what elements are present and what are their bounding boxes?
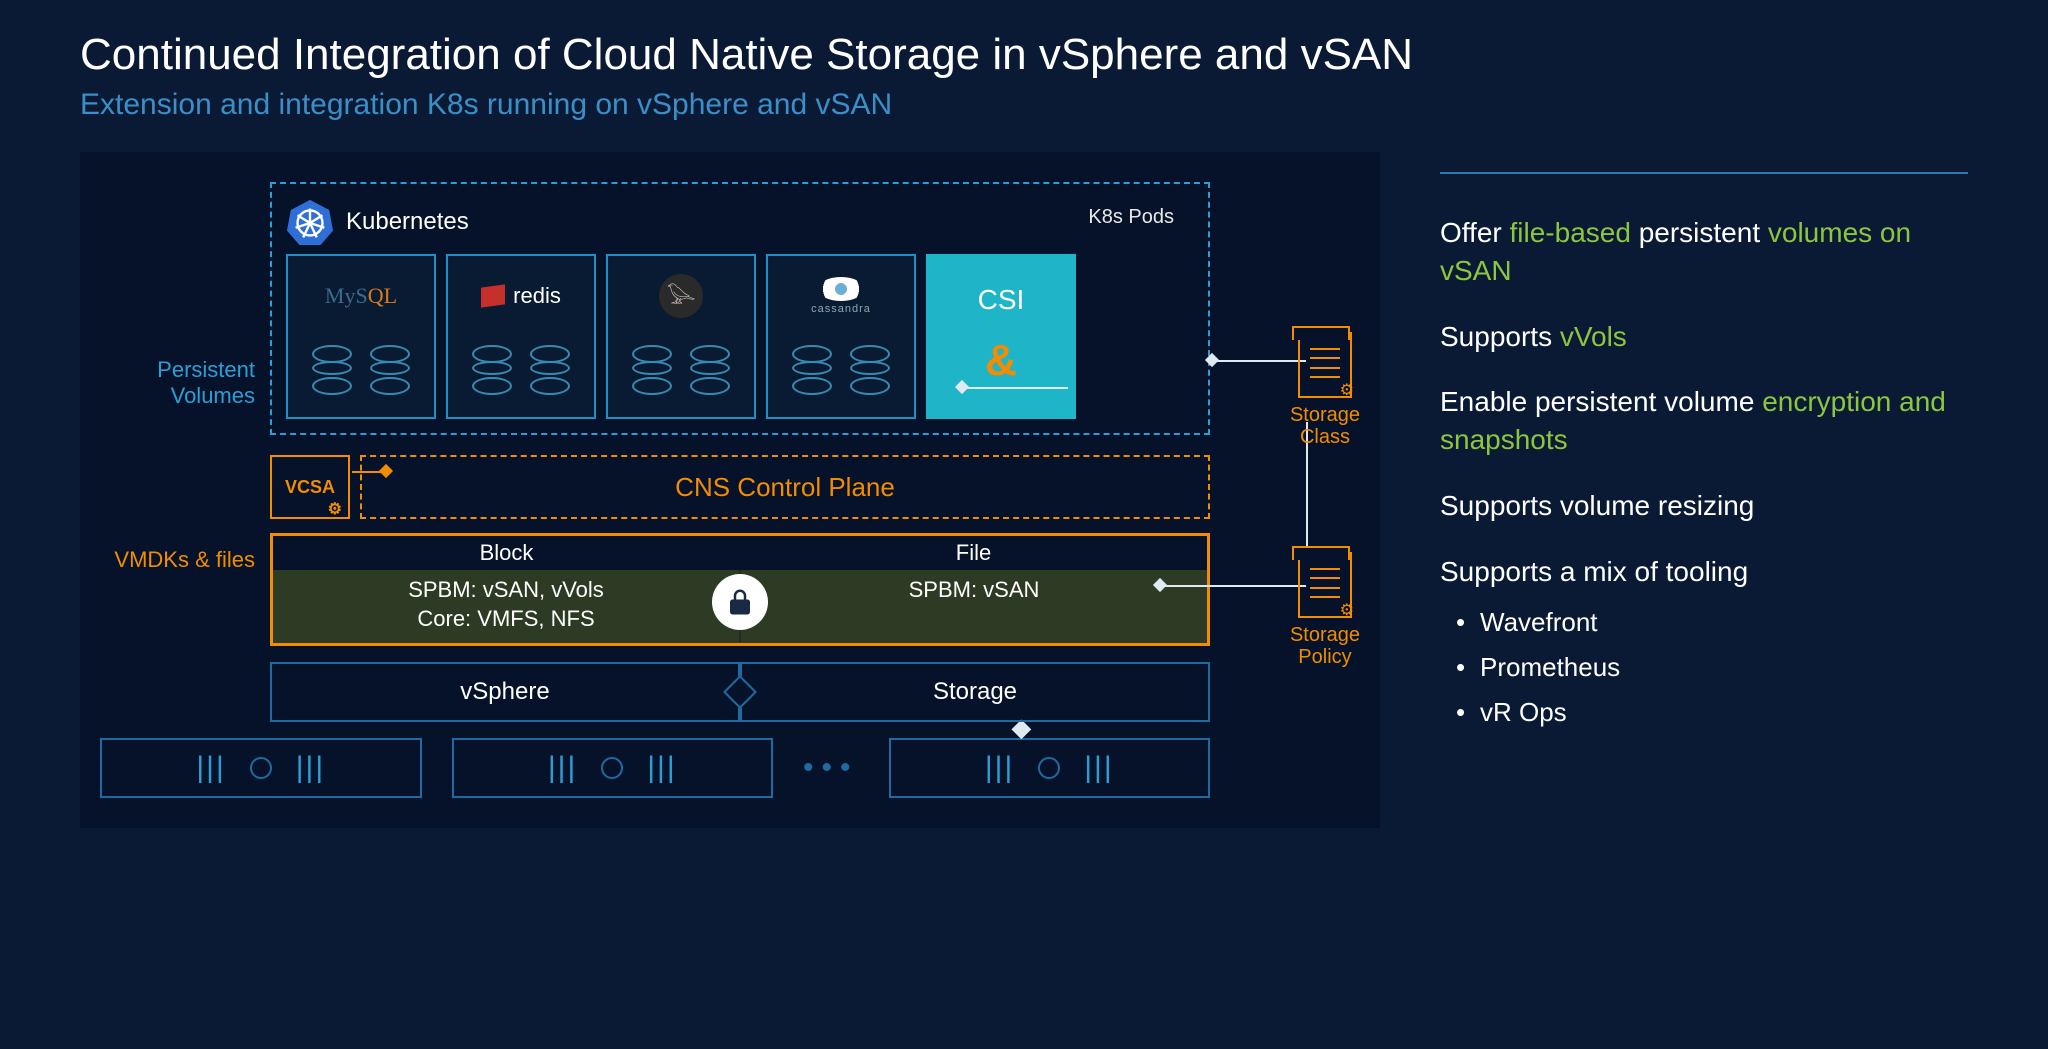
file-header: File — [740, 536, 1207, 570]
block-header: Block — [273, 536, 740, 570]
document-icon: ⚙ — [1298, 332, 1352, 398]
pod-redis: redis — [446, 254, 596, 419]
feature-subitem: Wavefront — [1480, 605, 1968, 640]
csi-amp-icon: & — [985, 336, 1017, 386]
cassandra-logo: cassandra — [768, 268, 914, 323]
mysql-logo: MySQL — [288, 268, 434, 323]
document-icon: ⚙ — [1298, 552, 1352, 618]
pod-cassandra: cassandra — [766, 254, 916, 419]
vsphere-box: vSphere — [270, 662, 740, 722]
hardware-node: |||||| — [452, 738, 774, 798]
ellipsis-icon: ••• — [803, 751, 859, 785]
connector-storage-policy — [1158, 585, 1306, 587]
pod-mysql: MySQL — [286, 254, 436, 419]
storage-policy-annotation: ⚙ Storage Policy — [1290, 552, 1360, 668]
architecture-diagram: Persistent Volumes VMDKs & files — [80, 152, 1380, 828]
lock-icon — [712, 574, 768, 630]
hardware-row: |||||| |||||| ••• |||||| — [100, 738, 1210, 798]
file-column: SPBM: vSAN — [741, 570, 1207, 643]
feature-item: Enable persistent volume encryption and … — [1440, 383, 1968, 459]
feature-item: Offer file-based persistent volumes on v… — [1440, 214, 1968, 290]
label-persistent-volumes: Persistent Volumes — [105, 357, 255, 410]
gear-icon: ⚙ — [328, 499, 342, 519]
feature-item: Supports vVols — [1440, 318, 1968, 356]
cns-control-plane: CNS Control Plane — [360, 455, 1210, 519]
vcsa-box: VCSA ⚙ — [270, 455, 350, 519]
k8s-pods-label: K8s Pods — [1088, 206, 1174, 229]
feature-item: Supports a mix of toolingWavefrontPromet… — [1440, 553, 1968, 730]
label-vmdks-files: VMDKs & files — [105, 547, 255, 573]
redis-logo: redis — [448, 268, 594, 323]
kubernetes-box: Kubernetes K8s Pods MySQL redis — [270, 182, 1210, 435]
feature-subitem: vR Ops — [1480, 695, 1968, 730]
hardware-node: |||||| — [889, 738, 1211, 798]
pod-csi: CSI & — [926, 254, 1076, 419]
storage-box: Storage — [740, 662, 1210, 722]
csi-label: CSI — [978, 284, 1025, 316]
block-column: SPBM: vSAN, vVols Core: VMFS, NFS — [273, 570, 741, 643]
slide-subtitle: Extension and integration K8s running on… — [80, 88, 1968, 122]
block-file-box: Block File SPBM: vSAN, vVols Core: VMFS,… — [270, 533, 1210, 646]
kubernetes-icon — [286, 198, 334, 246]
feature-list: Offer file-based persistent volumes on v… — [1440, 152, 1968, 828]
connector-pv-csi — [960, 387, 1068, 389]
pod-app-3: 𓅪 — [606, 254, 756, 419]
feature-item: Supports volume resizing — [1440, 487, 1968, 525]
storage-class-annotation: ⚙ Storage Class — [1290, 332, 1360, 448]
connector-csi-down — [1011, 719, 1031, 739]
feature-subitem: Prometheus — [1480, 650, 1968, 685]
connector-vcsa-cns — [352, 471, 388, 473]
bird-logo: 𓅪 — [608, 268, 754, 323]
infra-row: vSphere Storage — [270, 662, 1210, 722]
hardware-node: |||||| — [100, 738, 422, 798]
slide-title: Continued Integration of Cloud Native St… — [80, 30, 1968, 80]
kubernetes-label: Kubernetes — [346, 208, 469, 236]
divider — [1440, 172, 1968, 174]
